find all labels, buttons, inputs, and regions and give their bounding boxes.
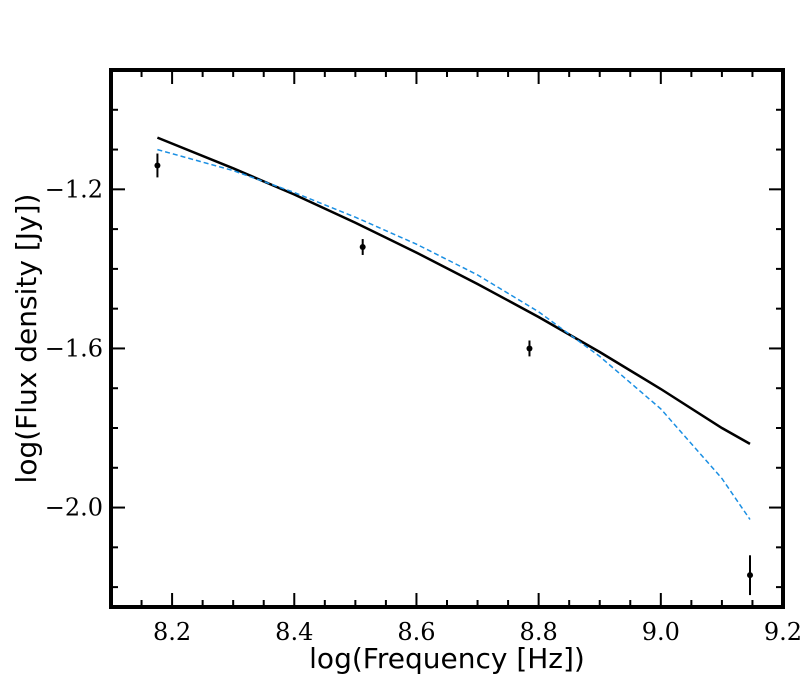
model-curves bbox=[156, 136, 751, 520]
data-point bbox=[154, 162, 161, 169]
y-tick-label: −1.6 bbox=[45, 334, 103, 362]
y-tick-label: −1.2 bbox=[45, 175, 103, 203]
x-axis-label: log(Frequency [Hz]) bbox=[309, 642, 585, 675]
y-tick-label: −2.0 bbox=[45, 494, 103, 522]
data-point bbox=[359, 244, 366, 251]
y-axis-label: log(Flux density [Jy]) bbox=[10, 194, 43, 484]
data-point bbox=[526, 345, 533, 352]
x-tick-label: 8.4 bbox=[275, 618, 313, 646]
x-tick-label: 8.6 bbox=[397, 618, 435, 646]
x-tick-label: 9.0 bbox=[642, 618, 680, 646]
plot-frame bbox=[109, 68, 785, 609]
solid-fit-line bbox=[156, 136, 751, 445]
data-point bbox=[747, 572, 754, 579]
x-tick-label: 8.2 bbox=[153, 618, 191, 646]
data-points bbox=[154, 153, 754, 596]
tick-labels: 8.2 8.4 8.6 8.8 9.0 9.2 −1.2 −1.6 −2.0 bbox=[45, 175, 800, 646]
axis-ticks bbox=[111, 70, 783, 607]
x-tick-label: 8.8 bbox=[520, 618, 558, 646]
dashed-fit-line bbox=[157, 148, 751, 520]
x-tick-label: 9.2 bbox=[764, 618, 800, 646]
